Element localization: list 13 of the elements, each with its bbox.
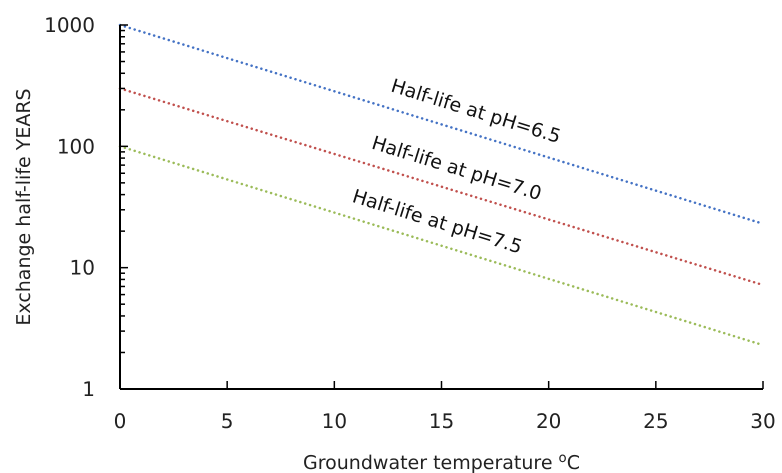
x-tick-label: 20 xyxy=(536,409,562,433)
x-axis-title: Groundwater temperature $^{o}$C xyxy=(303,450,580,473)
x-tick-label: 30 xyxy=(750,409,776,433)
x-tick-label: 15 xyxy=(428,409,454,433)
y-tick-label: 100 xyxy=(56,134,95,158)
x-tick-label: 10 xyxy=(322,409,348,433)
y-tick-label: 1000 xyxy=(44,13,95,37)
y-tick-label: 10 xyxy=(70,256,95,280)
y-axis-title: Exchange half-life YEARS xyxy=(13,88,35,326)
x-tick-label: 25 xyxy=(643,409,669,433)
y-tick-label: 1 xyxy=(82,377,95,401)
x-tick-label: 0 xyxy=(114,409,126,433)
x-tick-label: 5 xyxy=(220,409,234,433)
